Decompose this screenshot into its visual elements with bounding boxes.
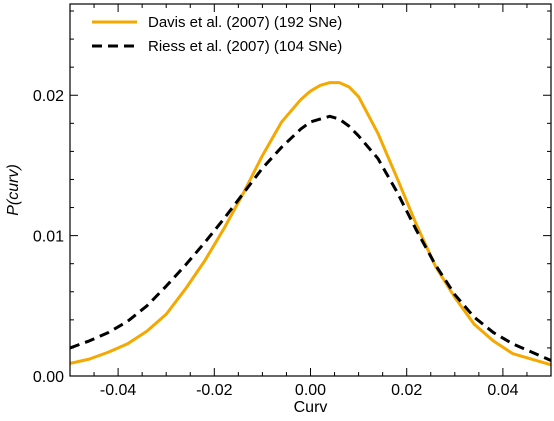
x-tick-label: 0.04: [487, 382, 518, 399]
axis-ticks: -0.04 -0.02 0.00 0.02 0.04 0.00 0.01 0.02: [33, 4, 552, 399]
legend-label-1: Davis et al. (2007) (192 SNe): [148, 14, 342, 31]
y-tick-label: 0.00: [33, 369, 64, 386]
series-line-1: [70, 81, 551, 367]
series-line-2: [70, 114, 551, 362]
y-axis-label: P(curv): [5, 164, 22, 216]
axis-labels: Curv P(curv): [5, 164, 327, 416]
y-tick-label: 0.02: [33, 88, 64, 105]
x-tick-label: -0.02: [196, 382, 233, 399]
y-tick-label: 0.01: [33, 229, 64, 246]
legend-label-2: Riess et al. (2007) (104 SNe): [148, 38, 342, 55]
legend: Davis et al. (2007) (192 SNe) Riess et al…: [92, 14, 342, 55]
x-tick-label: 0.02: [391, 382, 422, 399]
x-axis-label: Curv: [294, 399, 328, 416]
x-tick-label: 0.00: [295, 382, 326, 399]
series-layer: [70, 81, 551, 367]
x-tick-label: -0.04: [100, 382, 137, 399]
